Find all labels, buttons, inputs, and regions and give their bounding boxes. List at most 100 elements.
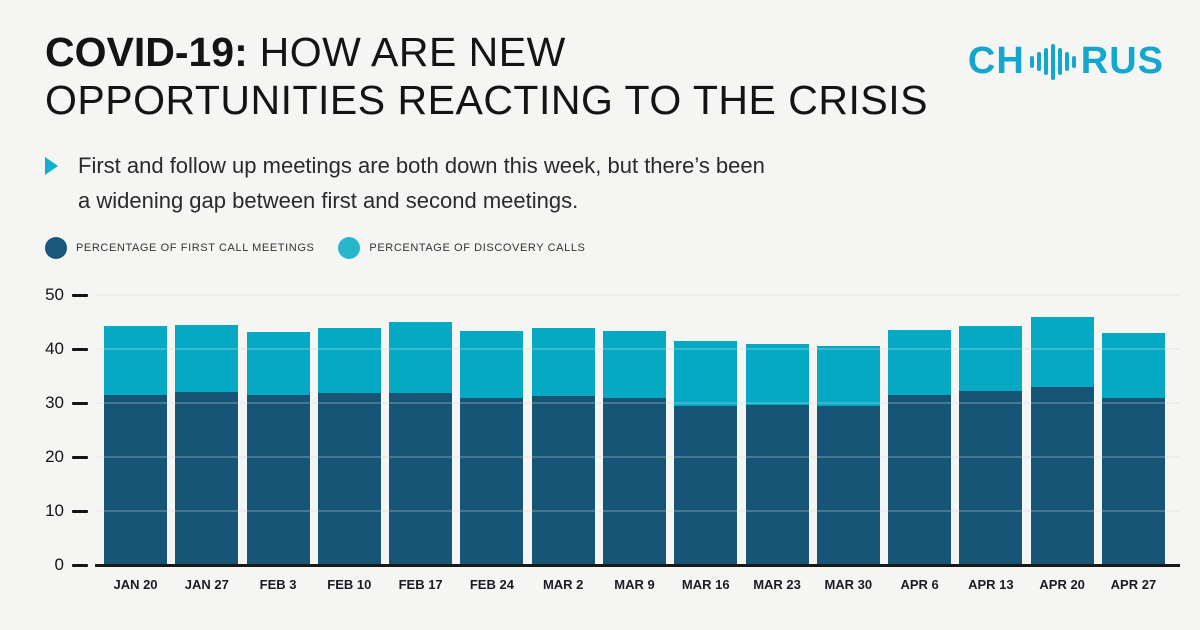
bar-column: JAN 27 — [175, 295, 239, 592]
bar-segment-discovery — [317, 328, 381, 394]
x-axis-label: MAR 30 — [824, 577, 873, 592]
legend-dot-first-call — [45, 237, 67, 259]
page-title: COVID-19: HOW ARE NEW OPPORTUNITIES REAC… — [45, 28, 928, 124]
y-axis-tick-value: 20 — [45, 447, 64, 466]
x-axis-label: JAN 20 — [113, 577, 158, 592]
legend-label-first-call: PERCENTAGE OF FIRST CALL MEETINGS — [76, 242, 315, 254]
x-axis-label: MAR 9 — [614, 577, 655, 592]
bar-segment-first-call — [531, 395, 595, 565]
y-axis-tick-value: 30 — [45, 393, 64, 412]
y-axis-tick-dash — [72, 401, 88, 405]
bar-segment-first-call — [888, 395, 952, 565]
bar-column: APR 27 — [1101, 295, 1165, 592]
x-axis-label: MAR 23 — [753, 577, 801, 592]
bar-segment-first-call — [1030, 386, 1094, 565]
bar-column: APR 6 — [888, 295, 952, 592]
bar-segment-first-call — [175, 392, 239, 565]
x-axis-label: FEB 24 — [469, 577, 514, 592]
y-axis-tick-dash — [72, 563, 88, 567]
y-axis-tick: 50 — [0, 285, 88, 305]
bar-column: APR 13 — [959, 295, 1023, 592]
y-axis-tick-value: 0 — [54, 555, 64, 574]
bar-column: MAR 23 — [745, 295, 809, 592]
bar-segment-discovery — [531, 327, 595, 396]
bar-segment-first-call — [602, 397, 666, 565]
gridline-overlay — [95, 348, 1180, 350]
y-axis-tick: 20 — [0, 447, 88, 467]
waveform-icon — [1029, 43, 1076, 80]
y-axis-tick-value: 40 — [45, 339, 64, 358]
x-axis-label: MAR 16 — [681, 577, 730, 592]
bar-segment-discovery — [816, 346, 880, 406]
bar-segment-discovery — [460, 331, 524, 399]
bar-column: MAR 16 — [674, 295, 738, 592]
bar-segment-discovery — [959, 325, 1023, 392]
bar-segment-discovery — [888, 329, 952, 396]
y-axis-tick: 40 — [0, 339, 88, 359]
gridline — [95, 294, 1180, 296]
legend-dot-discovery — [338, 237, 361, 259]
legend-item-discovery: PERCENTAGE OF DISCOVERY CALLS — [338, 237, 585, 259]
logo-text-left: CH — [967, 40, 1025, 82]
y-axis-tick-dash — [72, 509, 88, 513]
gridline-overlay — [95, 510, 1180, 512]
bar-column: FEB 10 — [317, 295, 381, 592]
subtitle-line2: a widening gap between first and second … — [78, 188, 579, 213]
title-line2: OPPORTUNITIES REACTING TO THE CRISIS — [45, 77, 928, 123]
bar-segment-first-call — [959, 391, 1023, 565]
bar-column: MAR 9 — [602, 295, 666, 592]
title-line1-rest: HOW ARE NEW — [247, 29, 566, 75]
bar-segment-discovery — [1030, 317, 1094, 387]
bar-segment-discovery — [745, 343, 809, 405]
y-axis-tick: 30 — [0, 393, 88, 413]
title-prefix: COVID-19: — [45, 29, 248, 75]
x-axis-label: APR 13 — [968, 577, 1014, 592]
bar-segment-discovery — [1101, 332, 1165, 399]
y-axis-tick-value: 50 — [45, 285, 64, 304]
subtitle-line1: First and follow up meetings are both do… — [78, 153, 765, 178]
y-axis-tick-dash — [72, 293, 88, 297]
chorus-logo: CH RUS — [968, 40, 1164, 83]
subtitle: First and follow up meetings are both do… — [45, 148, 765, 218]
gridline-overlay — [95, 402, 1180, 404]
y-axis-tick-dash — [72, 455, 88, 459]
subtitle-text: First and follow up meetings are both do… — [78, 148, 765, 218]
x-axis-baseline — [95, 564, 1180, 567]
legend-label-discovery: PERCENTAGE OF DISCOVERY CALLS — [369, 242, 586, 254]
x-axis-label: JAN 27 — [184, 577, 229, 592]
bar-segment-discovery — [246, 331, 310, 395]
y-axis-tick-dash — [72, 347, 88, 351]
x-axis-label: FEB 3 — [259, 577, 297, 592]
bar-column: MAR 2 — [531, 295, 595, 592]
bar-column: MAR 30 — [816, 295, 880, 592]
bar-segment-discovery — [175, 324, 239, 393]
bar-segment-first-call — [246, 394, 310, 565]
bar-segment-first-call — [816, 405, 880, 565]
bars-row: JAN 20 JAN 27 FEB 3 FEB 10 FEB 17 FEB 24 MAR 2… — [104, 295, 1165, 592]
x-axis-label: MAR 2 — [542, 577, 584, 592]
x-axis-label: FEB 17 — [398, 577, 443, 592]
bar-column: FEB 24 — [460, 295, 524, 592]
bar-segment-discovery — [104, 326, 167, 395]
legend-item-first-call: PERCENTAGE OF FIRST CALL MEETINGS — [45, 237, 314, 259]
bar-segment-discovery — [602, 331, 666, 398]
bar-segment-first-call — [317, 393, 381, 565]
y-axis-tick: 0 — [0, 555, 88, 575]
bar-segment-first-call — [104, 394, 167, 565]
bar-column: FEB 17 — [389, 295, 453, 592]
logo-text-right: RUS — [1080, 40, 1164, 82]
y-axis-tick-value: 10 — [45, 501, 64, 520]
x-axis-label: APR 20 — [1039, 577, 1085, 592]
x-axis-label: APR 27 — [1110, 577, 1157, 592]
legend: PERCENTAGE OF FIRST CALL MEETINGS PERCEN… — [45, 237, 586, 259]
x-axis-label: APR 6 — [900, 577, 939, 592]
bar-segment-first-call — [1101, 398, 1165, 565]
bar-segment-discovery — [674, 341, 738, 406]
bar-segment-discovery — [389, 322, 453, 394]
bar-segment-first-call — [745, 404, 809, 565]
bar-column: APR 20 — [1030, 295, 1094, 592]
gridline-overlay — [95, 456, 1180, 458]
bar-segment-first-call — [460, 398, 524, 565]
